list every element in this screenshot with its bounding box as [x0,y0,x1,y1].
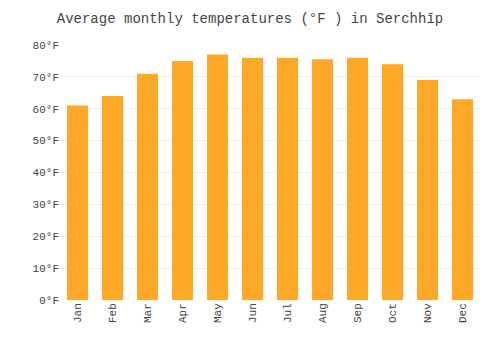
svg-text:30°F: 30°F [33,199,59,211]
svg-text:70°F: 70°F [33,72,59,84]
svg-text:10°F: 10°F [33,263,59,275]
svg-text:50°F: 50°F [33,135,59,147]
svg-text:Nov: Nov [422,303,434,323]
svg-text:May: May [212,303,224,323]
svg-text:Dec: Dec [457,303,469,323]
svg-text:0°F: 0°F [39,295,59,307]
svg-text:Sep: Sep [352,303,364,323]
svg-text:Jul: Jul [282,303,294,323]
svg-text:20°F: 20°F [33,231,59,243]
svg-text:Oct: Oct [387,303,399,323]
svg-text:Aug: Aug [317,303,329,323]
svg-text:Feb: Feb [107,303,119,323]
svg-text:Jan: Jan [72,303,84,323]
svg-text:Mar: Mar [142,303,154,323]
svg-text:Average monthly temperatures (: Average monthly temperatures (°F ) in Se… [57,11,443,27]
svg-text:Jun: Jun [247,303,259,323]
svg-text:60°F: 60°F [33,104,59,116]
svg-text:80°F: 80°F [33,40,59,52]
svg-text:40°F: 40°F [33,167,59,179]
svg-text:Apr: Apr [177,303,189,323]
